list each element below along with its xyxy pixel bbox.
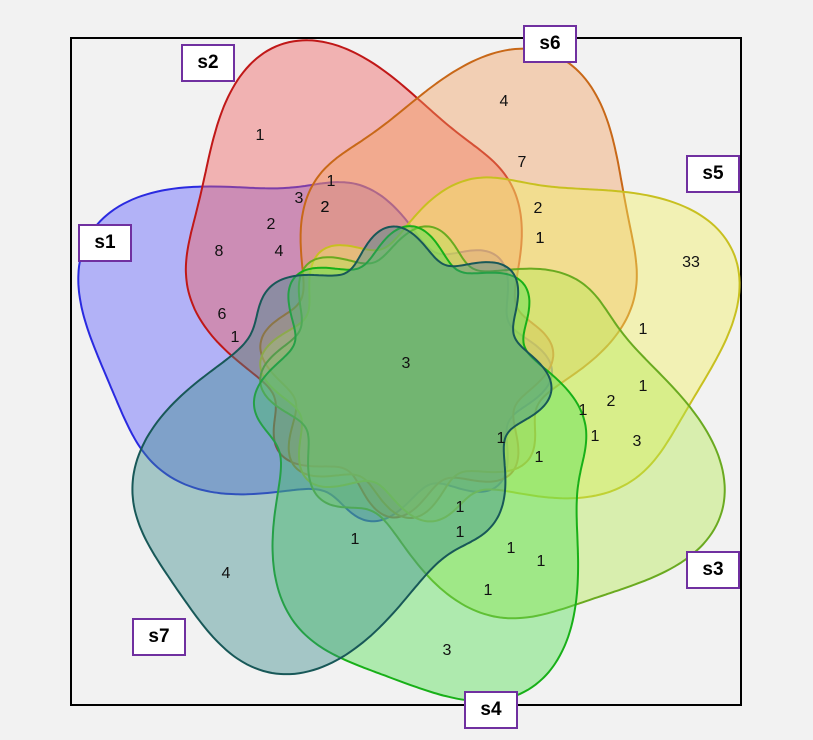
- universe-frame: [70, 37, 742, 706]
- region-count: 1: [351, 531, 360, 548]
- region-count: 4: [222, 565, 231, 582]
- set-label-s6: s6: [523, 25, 577, 63]
- region-count: 6: [218, 306, 227, 323]
- region-count: 2: [321, 199, 330, 216]
- region-count: 3: [295, 190, 304, 207]
- region-count: 1: [536, 230, 545, 247]
- region-count: 1: [497, 430, 506, 447]
- region-count: 4: [275, 243, 284, 260]
- set-label-s3: s3: [686, 551, 740, 589]
- region-count: 2: [267, 216, 276, 233]
- region-count: 1: [256, 127, 265, 144]
- region-count: 7: [518, 154, 527, 171]
- set-label-s4: s4: [464, 691, 518, 729]
- region-count: 3: [633, 433, 642, 450]
- region-count: 2: [607, 393, 616, 410]
- set-shape-s6: [259, 47, 638, 520]
- set-label-s2: s2: [181, 44, 235, 82]
- region-count: 1: [536, 230, 545, 247]
- region-count: 3: [443, 642, 452, 659]
- region-counts: 1 4 7 1 3 1 2 2 2 1 8 4 2 33 6 1 1 3 1 1…: [215, 93, 700, 659]
- region-count: 33: [682, 254, 700, 271]
- set-label-s1: s1: [78, 224, 132, 262]
- region-count: 1: [484, 582, 493, 599]
- set-label-s5: s5: [686, 155, 740, 193]
- region-count: 1: [579, 402, 588, 419]
- region-count: 1: [456, 499, 465, 516]
- region-count: 1: [231, 329, 240, 346]
- region-count: 1: [537, 553, 546, 570]
- region-count: 1: [507, 540, 516, 557]
- region-count: 1: [591, 428, 600, 445]
- set-shape-s4: [252, 225, 588, 703]
- set-label-s7: s7: [132, 618, 186, 656]
- region-count: 3: [402, 355, 411, 372]
- region-count: 1: [535, 449, 544, 466]
- set-shapes: [77, 39, 741, 703]
- region-count: 1: [639, 378, 648, 395]
- region-count: 1: [456, 524, 465, 541]
- region-count: 8: [215, 243, 224, 260]
- region-count: 1: [327, 173, 336, 190]
- region-count: 2: [321, 199, 330, 216]
- region-count: 2: [534, 200, 543, 217]
- set-shape-s7: [131, 225, 553, 676]
- set-shape-s2: [184, 39, 555, 519]
- region-count: 4: [500, 93, 509, 110]
- region-count: 1: [639, 321, 648, 338]
